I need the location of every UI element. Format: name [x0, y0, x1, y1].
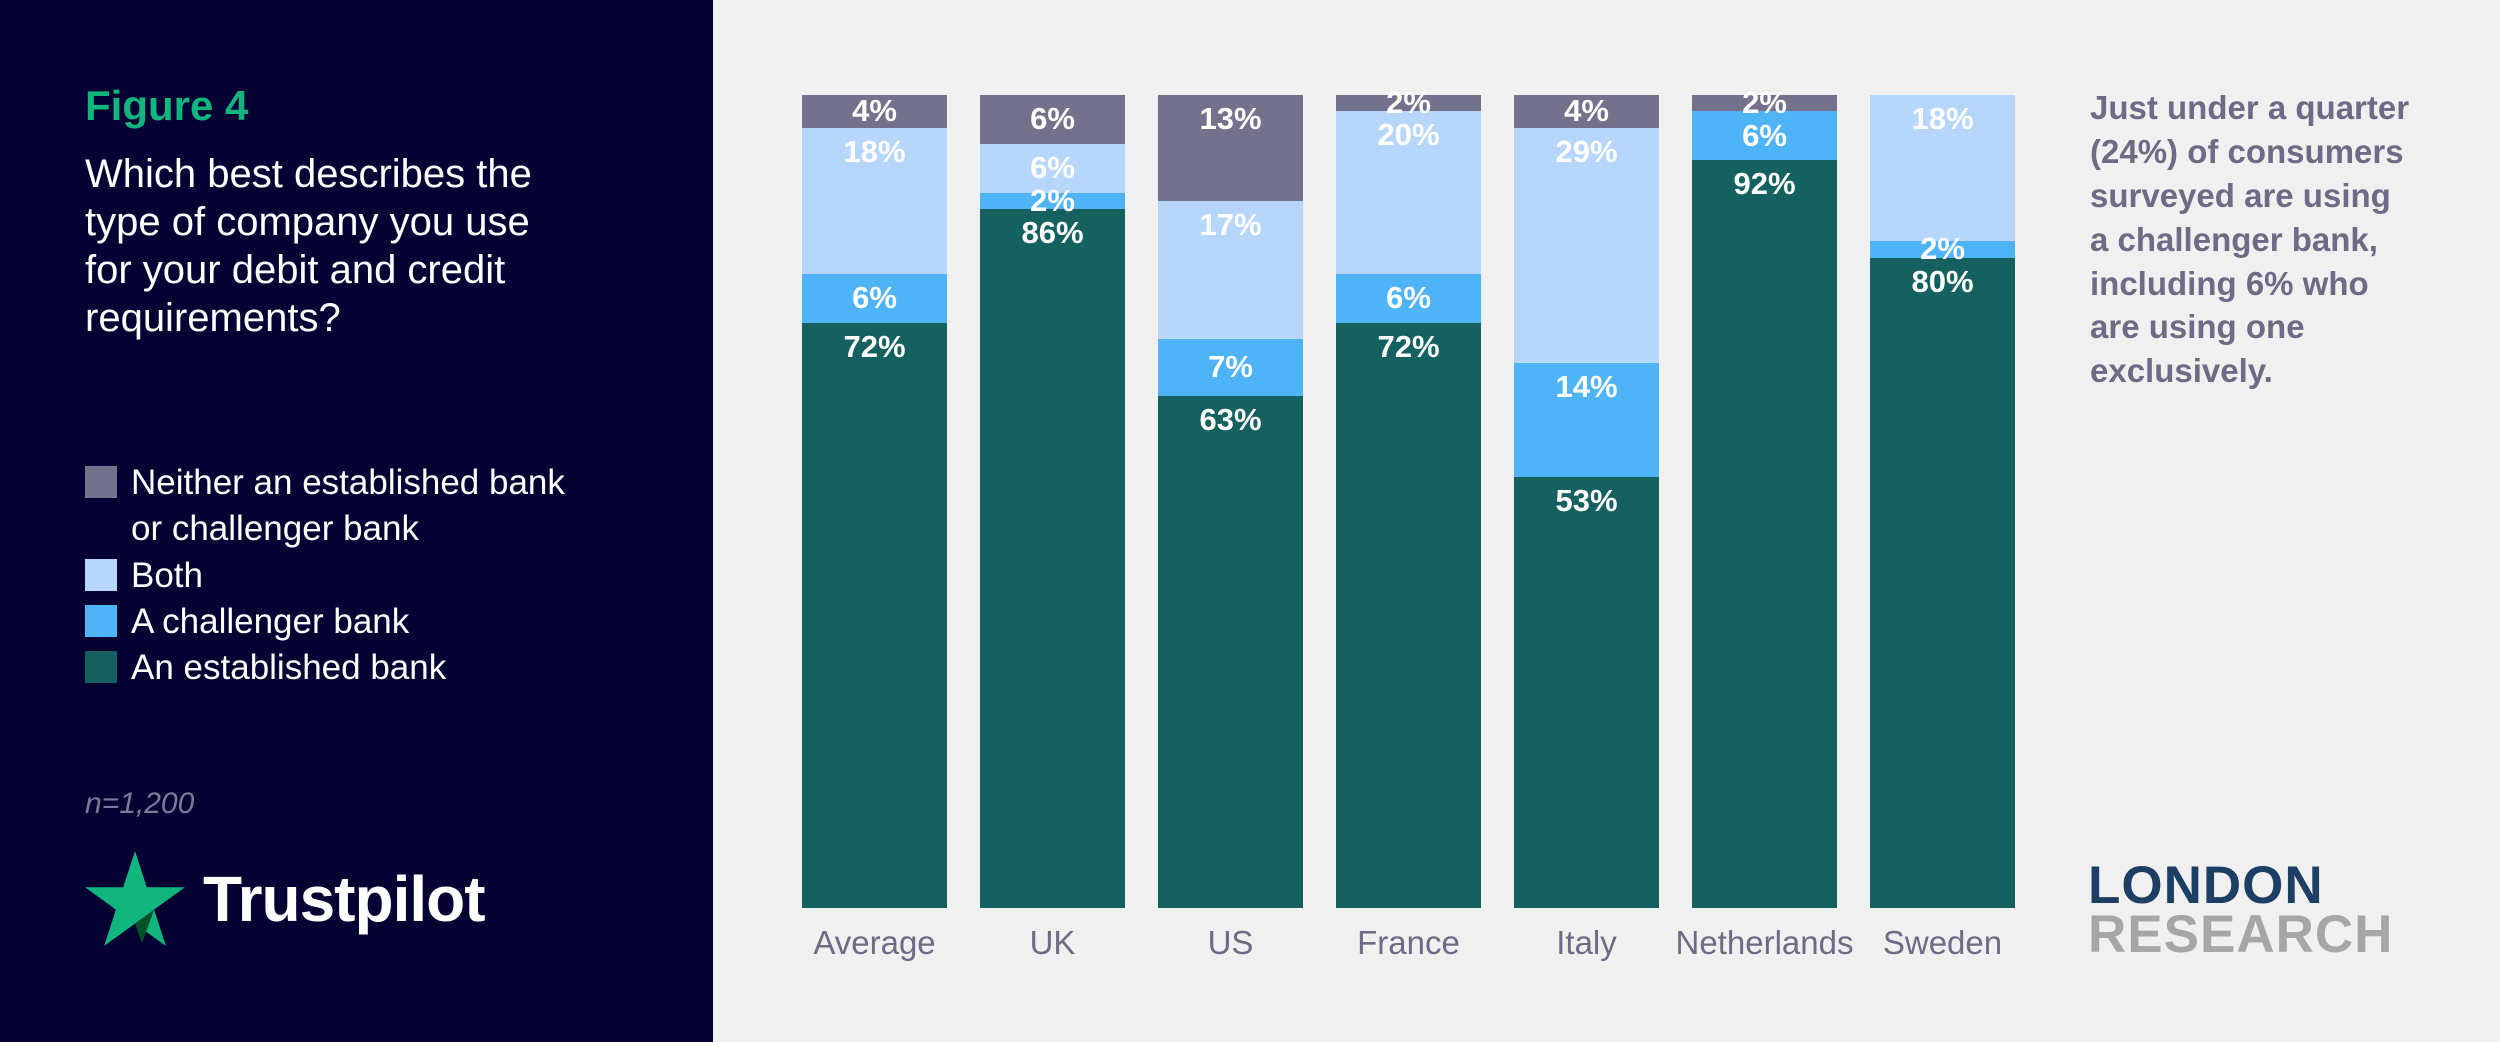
bar-segment-label: 6%: [852, 280, 897, 316]
bar-segment: 72%: [802, 322, 947, 908]
category-label: Netherlands: [1675, 924, 1854, 961]
london-research-logo-line1: LONDON: [2088, 856, 2324, 915]
bar-segment: 4%: [802, 93, 947, 129]
bar-segment-label: 4%: [1564, 93, 1609, 129]
bar-segment: 2%: [980, 183, 1125, 218]
figure-label: Figure 4: [85, 82, 249, 129]
bar-uk: 6% 6% 2% 86%: [980, 95, 1125, 908]
bar-segment: 20%: [1336, 111, 1481, 274]
bar-segment: 6%: [980, 143, 1125, 193]
sample-size: n=1,200: [85, 787, 195, 821]
legend-item: An established bank: [85, 645, 673, 691]
bar-segment: 2%: [1692, 85, 1837, 120]
bar-segment: 63%: [1158, 395, 1303, 908]
bar-segment: 6%: [1336, 273, 1481, 323]
bar-segment-label: 14%: [1555, 369, 1618, 405]
legend-swatch: [85, 466, 117, 499]
bar-segment: 4%: [1514, 93, 1659, 129]
category-label: UK: [1029, 924, 1076, 961]
bar-segment-label: 86%: [1021, 214, 1084, 250]
legend: Neither an established bank or challenge…: [85, 460, 673, 691]
left-panel: Figure 4 Which best describes the type o…: [0, 0, 713, 1042]
legend-label: Both: [131, 555, 203, 595]
bar-segment: 14%: [1514, 363, 1659, 478]
bar-segment-label: 29%: [1555, 133, 1618, 169]
bar-us: 13% 17% 7% 63%: [1158, 95, 1303, 908]
bar-segment-label: 72%: [1377, 328, 1440, 364]
bar-segment: 2%: [1870, 231, 2015, 266]
bar-segment-label: 6%: [1742, 117, 1787, 153]
bar-segment-label: 6%: [1386, 280, 1431, 316]
bar-chart: 4% 18% 6% 72% 6% 6% 2% 86% 13% 17% 7% 63% 2% 20% 6% 72%…: [802, 85, 2015, 908]
bar-segment-label: 6%: [1030, 150, 1075, 186]
legend-item: Both: [85, 553, 673, 599]
bar-segment: 2%: [1336, 85, 1481, 120]
bar-segment-label: 20%: [1377, 117, 1440, 153]
london-research-logo-line2: RESEARCH: [2088, 904, 2394, 964]
bar-segment: 6%: [1692, 111, 1837, 161]
bar-segment-label: 13%: [1199, 101, 1262, 136]
bar-segment: 6%: [802, 273, 947, 323]
legend-label: A challenger bank: [131, 601, 410, 641]
category-label: Sweden: [1882, 924, 2003, 961]
bar-sweden: 18% 2% 80%: [1870, 95, 2015, 908]
bar-segment: 29%: [1514, 127, 1659, 364]
category-label: France: [1357, 924, 1460, 961]
bar-segment-label: 6%: [1030, 101, 1075, 137]
bar-segment: 18%: [802, 127, 947, 274]
legend-item: A challenger bank: [85, 599, 673, 645]
bar-segment-label: 18%: [1911, 101, 1974, 136]
bar-segment: 72%: [1336, 322, 1481, 908]
bar-segment: 13%: [1158, 95, 1303, 201]
bar-segment: 17%: [1158, 200, 1303, 339]
bar-segment-label: 80%: [1911, 263, 1974, 299]
bar-segment-label: 4%: [852, 93, 897, 129]
legend-swatch: [85, 558, 117, 591]
bar-segment: 6%: [980, 95, 1125, 144]
bar-segment-label: 92%: [1733, 166, 1796, 202]
category-label: Italy: [1556, 924, 1617, 961]
legend-label: Neither an established bank or challenge…: [131, 463, 565, 549]
bar-segment-label: 17%: [1199, 206, 1262, 242]
bar-italy: 4% 29% 14% 53%: [1514, 93, 1659, 908]
bar-segment: 92%: [1692, 160, 1837, 908]
category-label: Average: [813, 924, 936, 961]
legend-item: Neither an established bank or challenge…: [85, 460, 673, 552]
bar-segment: 7%: [1158, 338, 1303, 396]
legend-swatch: [85, 604, 117, 637]
key-finding-annotation: Just under a quarter (24%) of consumers …: [2090, 89, 2410, 390]
category-axis: Average UK US France Italy Netherlands Sweden: [802, 924, 2015, 962]
bar-segment: 80%: [1870, 257, 2015, 908]
legend-label: An established bank: [131, 648, 447, 688]
bar-segment-label: 53%: [1555, 483, 1618, 519]
bar-netherlands: 2% 6% 92%: [1692, 85, 1837, 908]
trustpilot-star-icon: [85, 851, 185, 947]
bar-segment: 18%: [1870, 95, 2015, 242]
trustpilot-logo: Trustpilot: [85, 851, 673, 947]
bar-france: 2% 20% 6% 72%: [1336, 85, 1481, 908]
survey-question: Which best describes the type of company…: [85, 152, 532, 341]
bar-segment: 53%: [1514, 477, 1659, 908]
bar-segment-label: 63%: [1199, 401, 1262, 437]
bar-segment-label: 72%: [843, 328, 906, 364]
london-research-logo: LONDON RESEARCH: [2088, 856, 2394, 964]
category-label: US: [1207, 924, 1254, 961]
bar-segment-label: 18%: [843, 133, 906, 169]
bar-average: 4% 18% 6% 72%: [802, 93, 947, 908]
bar-segment-label: 7%: [1208, 349, 1253, 385]
trustpilot-wordmark: Trustpilot: [203, 862, 486, 935]
legend-swatch: [85, 651, 117, 684]
bar-segment: 86%: [980, 208, 1125, 908]
